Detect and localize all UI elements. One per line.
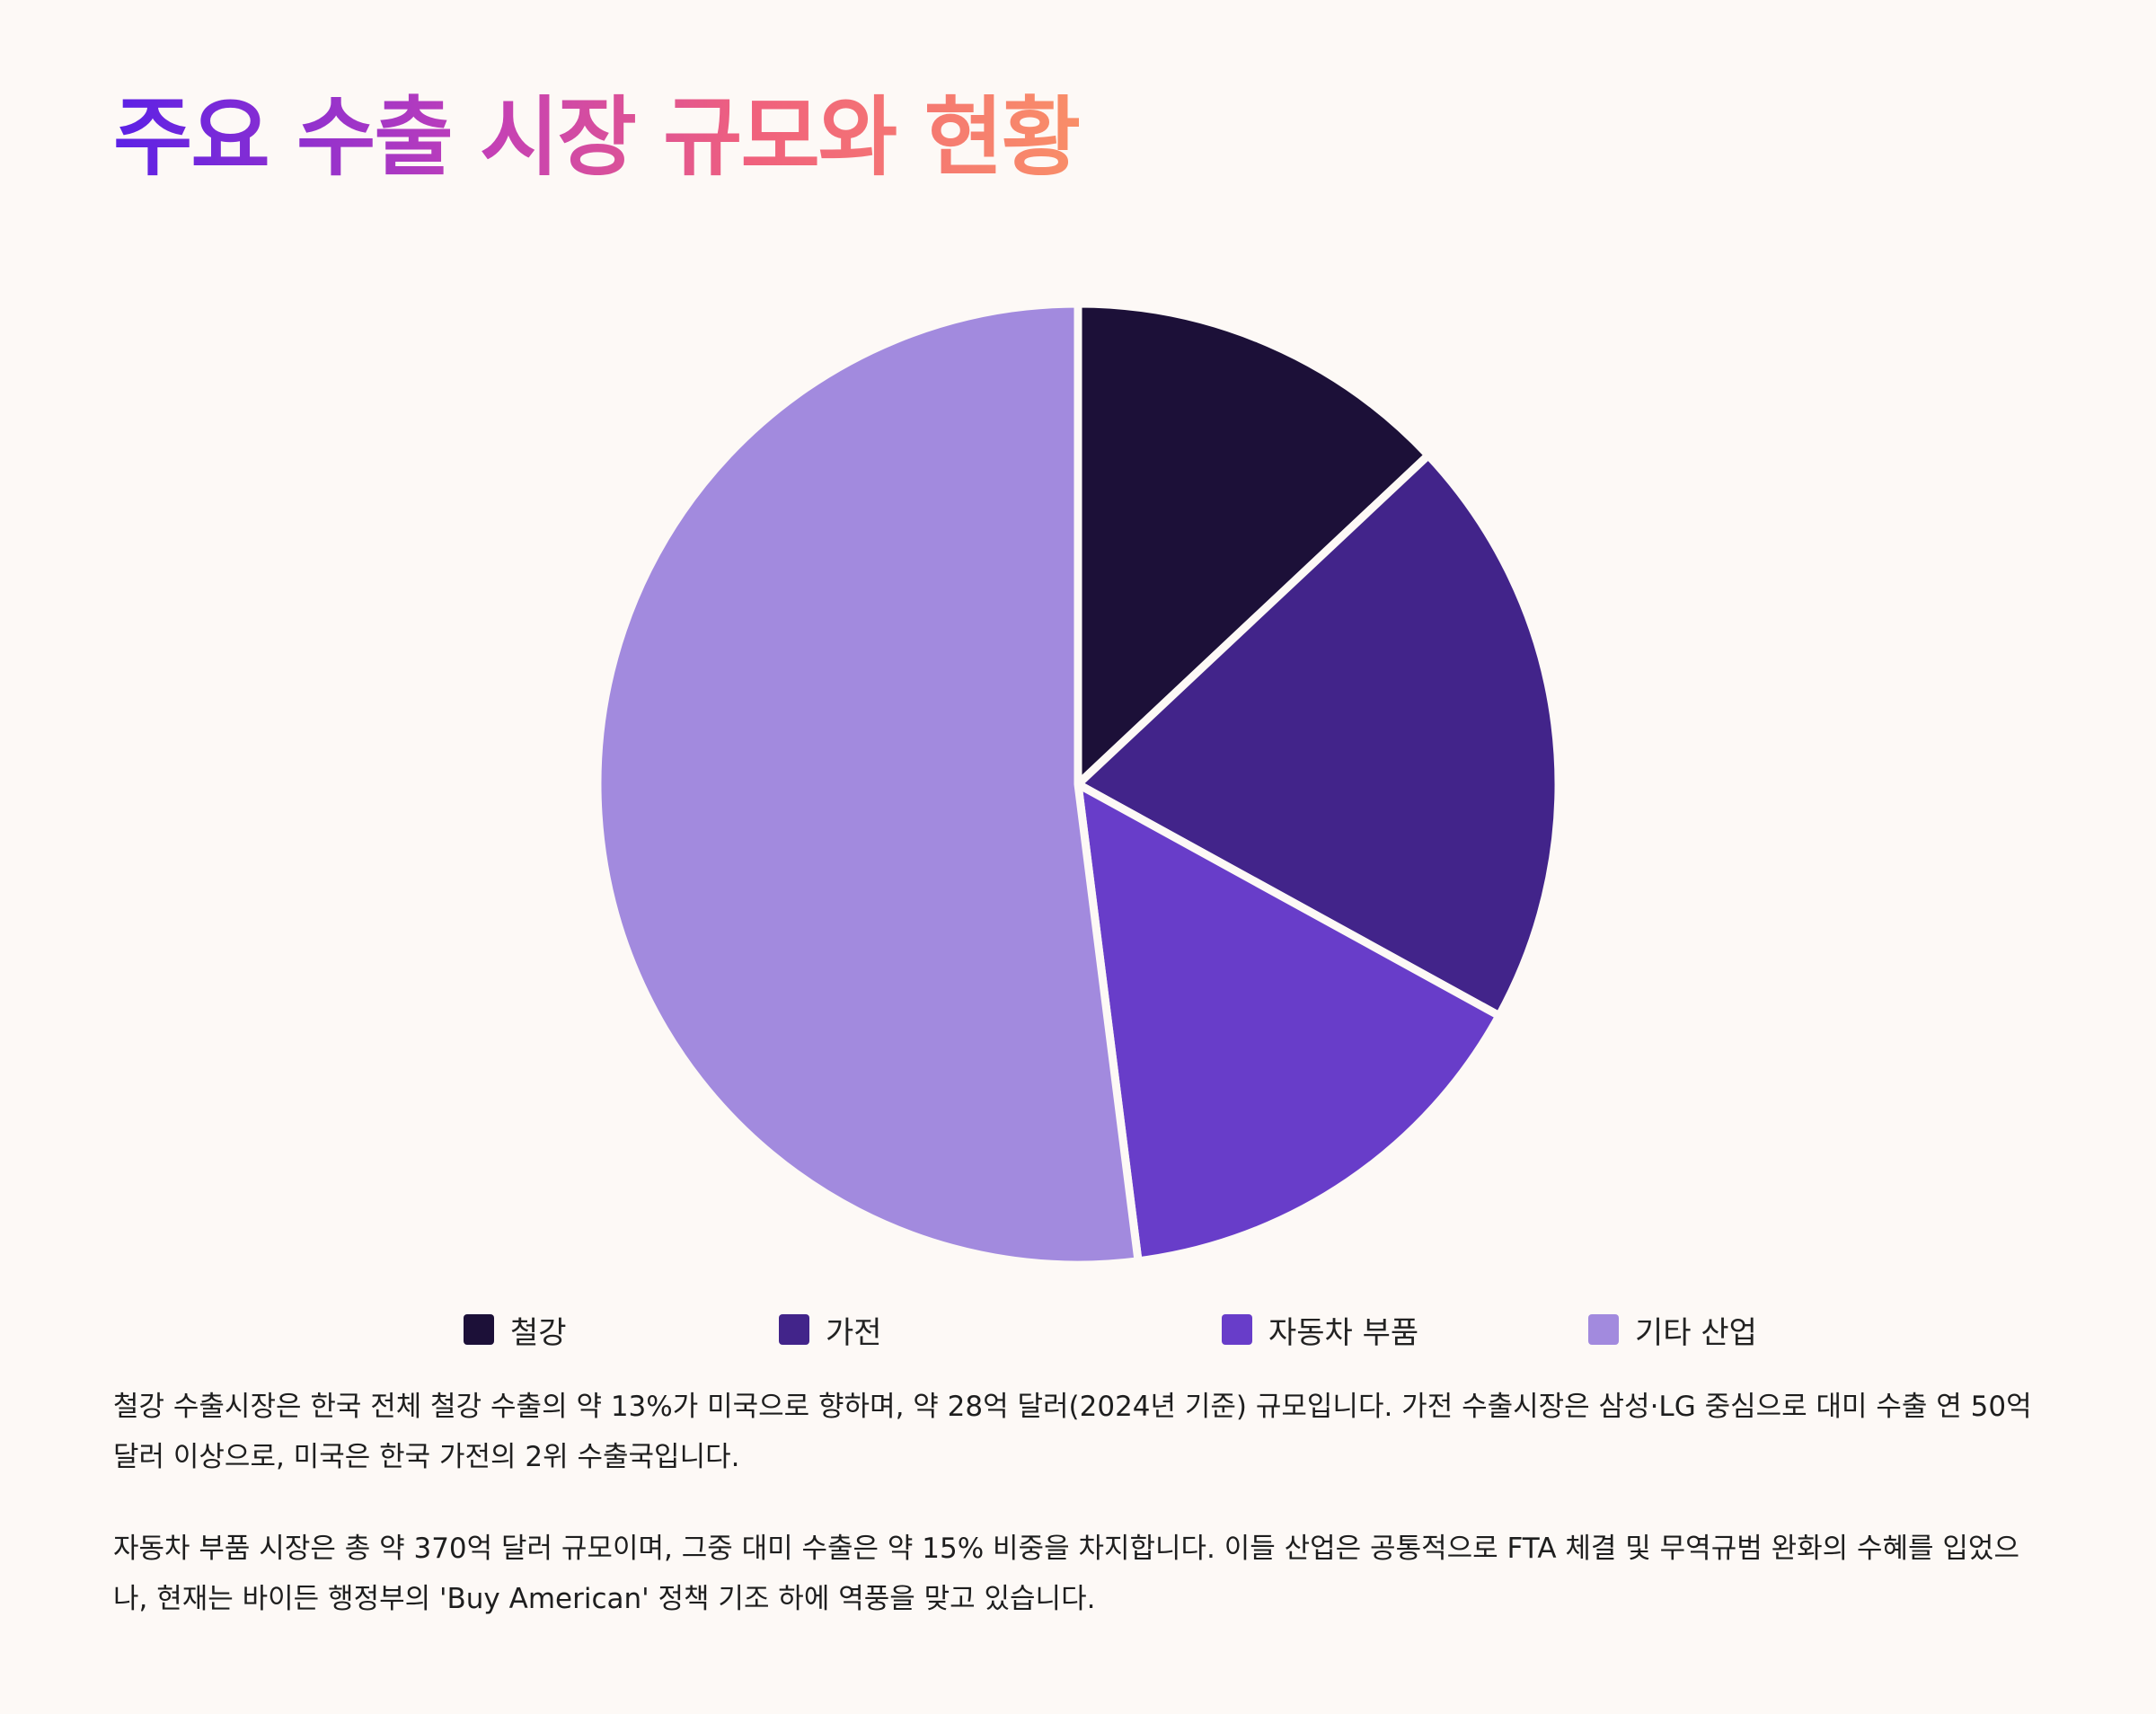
legend-swatch bbox=[779, 1314, 809, 1345]
legend-swatch bbox=[1222, 1314, 1252, 1345]
legend-label: 가전 bbox=[826, 1314, 882, 1351]
legend-item-4: 기타 산업 bbox=[1588, 1308, 1757, 1351]
pie-chart bbox=[593, 299, 1563, 1269]
pie-slice-1 bbox=[1074, 299, 1433, 789]
page-title: 주요 수출 시장 규모와 현황 bbox=[113, 79, 1081, 196]
description-paragraph-1: 철강 수출시장은 한국 전체 철강 수출의 약 13%가 미국으로 향하며, 약… bbox=[113, 1391, 2032, 1473]
pie-slice-4 bbox=[593, 299, 1143, 1269]
legend-label: 기타 산업 bbox=[1635, 1314, 1757, 1351]
legend-swatch bbox=[1588, 1314, 1619, 1345]
pie-slice-3 bbox=[1074, 780, 1504, 1266]
legend-item-1: 철강 bbox=[464, 1308, 567, 1351]
legend-label: 철강 bbox=[510, 1314, 567, 1351]
legend-item-2: 가전 bbox=[779, 1308, 882, 1351]
legend-item-3: 자동차 부품 bbox=[1222, 1308, 1418, 1351]
legend-swatch bbox=[464, 1314, 494, 1345]
pie-slice-2 bbox=[1074, 451, 1563, 1020]
description-paragraph-2: 자동차 부품 시장은 총 약 370억 달러 규모이며, 그중 대미 수출은 약… bbox=[113, 1533, 2019, 1615]
legend-label: 자동차 부품 bbox=[1268, 1314, 1419, 1351]
chart-legend: 철강 가전 자동차 부품 기타 산업 bbox=[0, 1308, 2156, 1351]
